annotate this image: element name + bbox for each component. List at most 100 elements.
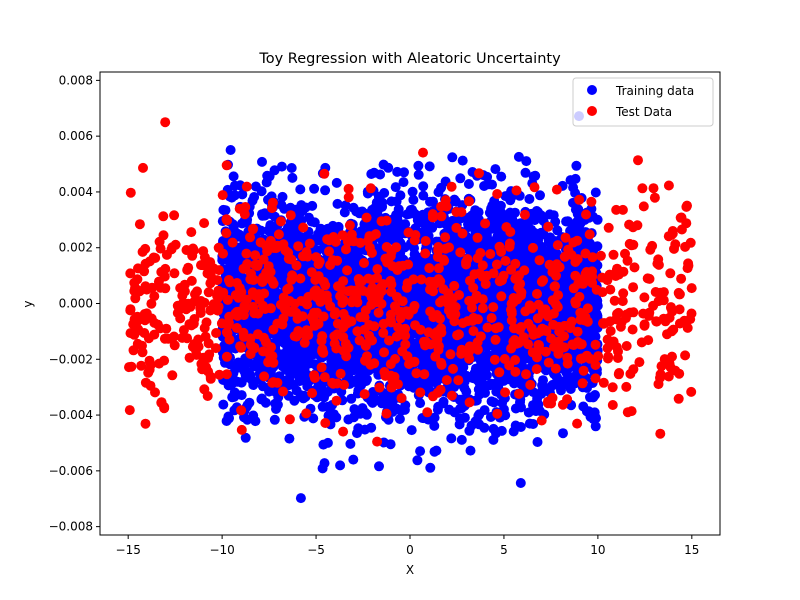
training-data-point bbox=[515, 422, 526, 432]
training-data-point bbox=[474, 389, 485, 400]
training-data-point bbox=[295, 493, 306, 504]
training-data-point bbox=[559, 277, 570, 288]
training-data-point bbox=[220, 344, 231, 355]
training-data-point bbox=[413, 169, 424, 180]
training-data-point bbox=[282, 344, 293, 355]
training-data-point bbox=[295, 354, 306, 365]
training-data-point bbox=[481, 230, 492, 240]
training-data-point bbox=[459, 412, 470, 423]
training-data-point bbox=[429, 420, 440, 431]
training-data-point bbox=[393, 209, 404, 220]
training-data-point bbox=[406, 425, 417, 436]
training-data-point bbox=[475, 380, 486, 391]
training-data-point bbox=[413, 160, 424, 171]
training-data-point bbox=[446, 433, 457, 444]
training-data-point bbox=[319, 458, 330, 469]
training-data-point bbox=[491, 377, 502, 388]
training-data-point bbox=[425, 462, 436, 473]
training-data-point bbox=[412, 455, 423, 466]
training-data-point bbox=[490, 206, 501, 217]
training-data-point bbox=[305, 347, 316, 358]
training-data-point bbox=[348, 412, 359, 423]
training-data-point bbox=[592, 214, 603, 225]
training-data-point bbox=[320, 185, 331, 196]
training-data-point bbox=[378, 159, 389, 170]
training-data-point bbox=[269, 414, 280, 425]
training-data-point bbox=[405, 205, 416, 215]
training-data-point bbox=[229, 190, 240, 201]
training-data-point bbox=[465, 445, 476, 456]
training-data-point bbox=[431, 445, 442, 456]
training-data-point bbox=[356, 380, 367, 391]
training-data-point bbox=[370, 201, 381, 212]
training-data-point bbox=[318, 439, 329, 450]
training-data-point bbox=[269, 165, 280, 176]
training-data-point bbox=[374, 461, 384, 472]
training-data-point bbox=[455, 173, 466, 184]
training-data-point bbox=[415, 398, 426, 409]
training-data-point bbox=[398, 177, 409, 188]
training-data-point bbox=[461, 386, 472, 397]
training-data-point bbox=[376, 398, 387, 409]
training-data-point bbox=[312, 235, 323, 246]
training-data-point bbox=[237, 189, 248, 200]
training-data-point bbox=[474, 419, 485, 430]
training-data-point bbox=[514, 226, 525, 237]
training-data-point bbox=[264, 386, 275, 397]
training-data-point bbox=[256, 186, 267, 197]
training-data-point bbox=[486, 396, 497, 407]
training-data-point bbox=[464, 425, 475, 436]
training-data-point bbox=[589, 407, 600, 418]
training-data-point bbox=[244, 397, 255, 408]
training-data-point bbox=[532, 437, 543, 447]
training-data-point bbox=[578, 401, 589, 412]
training-data-point bbox=[478, 370, 489, 380]
training-data-point bbox=[394, 414, 405, 424]
training-data-point bbox=[223, 411, 234, 422]
training-data-point bbox=[358, 368, 369, 379]
training-data-point bbox=[490, 164, 501, 175]
training-data-point bbox=[425, 196, 435, 207]
training-data-point bbox=[588, 392, 599, 403]
training-data-point bbox=[240, 432, 251, 443]
training-data-point bbox=[284, 433, 295, 444]
training-data-point bbox=[415, 446, 426, 457]
training-data-point bbox=[287, 172, 298, 183]
training-data-point bbox=[228, 171, 239, 182]
training-data-point bbox=[571, 217, 582, 228]
training-data-point bbox=[218, 399, 229, 410]
training-data-point bbox=[348, 454, 359, 465]
training-data-point bbox=[286, 163, 297, 173]
training-data-point bbox=[516, 402, 526, 413]
training-data-point bbox=[390, 182, 401, 193]
training-data-point bbox=[391, 196, 402, 207]
training-data-point bbox=[482, 171, 493, 182]
training-data-point bbox=[308, 413, 319, 424]
training-data-point bbox=[438, 396, 449, 407]
training-data-point bbox=[491, 428, 501, 439]
training-data-point bbox=[331, 359, 342, 370]
training-data-point bbox=[392, 166, 403, 177]
training-data-point bbox=[340, 200, 351, 211]
training-data-point bbox=[391, 219, 402, 230]
training-data-point bbox=[328, 409, 339, 420]
training-data-point bbox=[407, 186, 418, 197]
training-data-point bbox=[590, 187, 601, 198]
training-data-point bbox=[504, 212, 515, 223]
training-data-point bbox=[335, 460, 346, 471]
training-data-point bbox=[257, 156, 267, 167]
training-data-point bbox=[457, 155, 468, 166]
training-data-point bbox=[538, 229, 549, 240]
training-data-point bbox=[360, 407, 370, 418]
training-data-point bbox=[529, 232, 540, 243]
training-data-point bbox=[263, 224, 274, 235]
training-data-point bbox=[550, 216, 561, 227]
training-data-point bbox=[450, 257, 461, 267]
training-data-point bbox=[497, 397, 508, 408]
training-data-point bbox=[590, 421, 601, 432]
training-data-point bbox=[246, 374, 257, 385]
training-data-point bbox=[353, 423, 364, 434]
training-data-point bbox=[277, 191, 288, 202]
training-data-point bbox=[225, 145, 236, 155]
